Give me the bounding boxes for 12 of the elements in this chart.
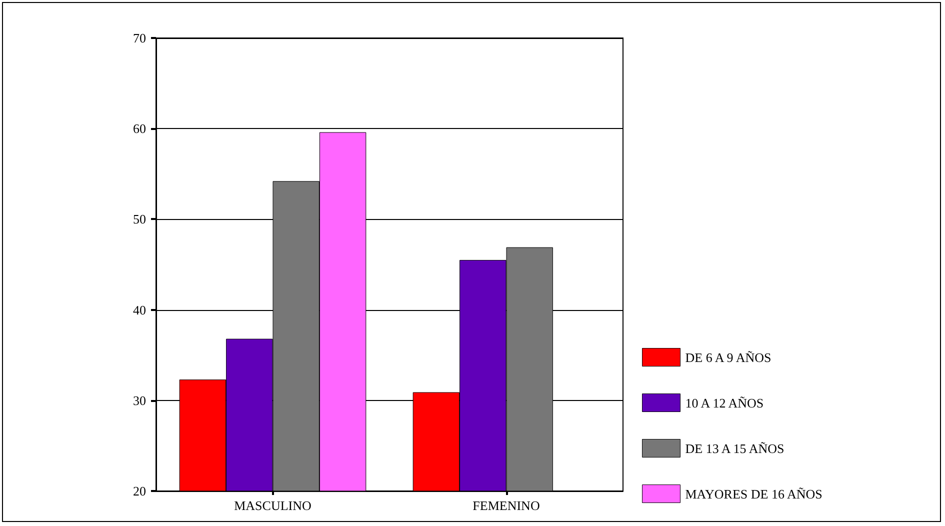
y-tick-label: 40 bbox=[133, 302, 146, 318]
legend-label: DE 13 A 15 AÑOS bbox=[685, 440, 784, 456]
x-tick-label: FEMENINO bbox=[472, 498, 540, 513]
y-tick-label: 30 bbox=[133, 392, 146, 408]
y-tick-label: 70 bbox=[133, 30, 146, 46]
legend-label: 10 A 12 AÑOS bbox=[685, 395, 764, 410]
x-tick-label: MASCULINO bbox=[234, 498, 312, 513]
y-tick-label: 20 bbox=[133, 484, 146, 498]
legend-label: DE 6 A 9 AÑOS bbox=[685, 350, 772, 365]
legend-label: MAYORES DE 16 AÑOS bbox=[685, 486, 822, 502]
y-tick-label: 60 bbox=[133, 121, 146, 136]
y-tick-label: 50 bbox=[133, 212, 146, 227]
